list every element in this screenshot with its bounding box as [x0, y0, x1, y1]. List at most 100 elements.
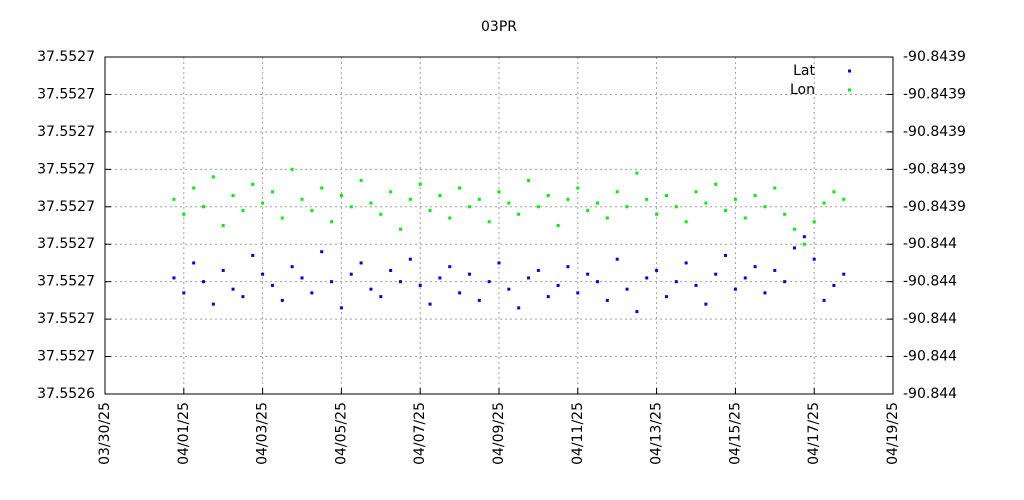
- point: [517, 212, 521, 216]
- point: [763, 291, 767, 295]
- point: [812, 220, 816, 224]
- point: [497, 190, 501, 194]
- x-tick-label: 04/15/25: [727, 402, 743, 465]
- point: [458, 186, 462, 190]
- point: [635, 310, 639, 314]
- x-tick-label: 04/13/25: [649, 402, 665, 465]
- y2-tick-label: -90.8439: [903, 49, 966, 65]
- x-tick-label: 04/07/25: [412, 402, 428, 465]
- point: [192, 261, 196, 265]
- y-tick-label: 37.5527: [37, 349, 95, 365]
- point: [477, 197, 481, 201]
- point: [743, 216, 747, 220]
- point: [231, 194, 235, 198]
- y2-tick-label: -90.844: [903, 274, 957, 290]
- point: [310, 291, 314, 295]
- point: [793, 227, 796, 231]
- point: [793, 246, 796, 250]
- point: [359, 261, 363, 265]
- point: [507, 287, 511, 291]
- point: [743, 276, 747, 280]
- point: [408, 257, 412, 261]
- point: [684, 261, 688, 265]
- point: [704, 302, 708, 306]
- point: [684, 220, 688, 224]
- point: [645, 276, 649, 280]
- point: [694, 283, 698, 287]
- point: [546, 295, 550, 299]
- point: [655, 268, 659, 272]
- point: [527, 179, 531, 183]
- point: [733, 287, 737, 291]
- point: [842, 272, 846, 276]
- point: [211, 175, 215, 179]
- y2-tick-label: -90.844: [903, 311, 957, 327]
- point: [664, 194, 668, 198]
- y2-tick-label: -90.8439: [903, 124, 966, 140]
- point: [300, 197, 304, 201]
- point: [182, 212, 186, 216]
- point: [172, 276, 176, 280]
- point: [399, 227, 402, 231]
- point: [724, 209, 728, 213]
- point: [802, 242, 806, 246]
- point: [625, 287, 629, 291]
- point: [369, 201, 373, 205]
- legend-marker: [848, 88, 851, 92]
- plot-frame: [104, 56, 894, 395]
- point: [507, 201, 511, 205]
- point: [832, 283, 836, 287]
- point: [566, 197, 570, 201]
- x-tick-label: 04/01/25: [176, 402, 192, 465]
- x-tick-label: 04/17/25: [806, 402, 822, 465]
- point: [438, 276, 442, 280]
- point: [596, 280, 599, 284]
- y-tick-label: 37.5527: [37, 86, 95, 102]
- chart-title: 03PR: [481, 19, 517, 35]
- point: [576, 291, 580, 295]
- point: [536, 268, 540, 272]
- point: [566, 265, 570, 269]
- point: [517, 306, 521, 310]
- y-tick-label: 37.5527: [37, 274, 95, 290]
- point: [438, 194, 442, 198]
- point: [724, 253, 728, 257]
- point: [251, 253, 255, 257]
- y2-tick-label: -90.8439: [903, 199, 966, 215]
- y-tick-label: 37.5526: [37, 386, 95, 402]
- point: [802, 235, 806, 239]
- point: [261, 201, 265, 205]
- point: [339, 194, 343, 198]
- x-tick-label: 04/09/25: [491, 402, 507, 465]
- point: [290, 167, 294, 171]
- y-tick-label: 37.5527: [37, 199, 95, 215]
- legend-label: Lon: [790, 82, 815, 98]
- legend-label: Lat: [793, 63, 815, 79]
- point: [428, 302, 432, 306]
- point: [231, 287, 235, 291]
- point: [487, 220, 491, 224]
- point: [822, 298, 826, 302]
- point: [645, 197, 649, 201]
- point: [773, 268, 777, 272]
- point: [359, 179, 363, 183]
- point: [674, 205, 678, 209]
- point: [812, 257, 816, 261]
- point: [320, 250, 324, 254]
- y-tick-label: 37.5527: [37, 236, 95, 252]
- point: [763, 205, 767, 209]
- point: [182, 291, 186, 295]
- point: [467, 272, 471, 276]
- x-tick-label: 04/11/25: [570, 402, 586, 465]
- point: [546, 194, 550, 198]
- point: [339, 306, 343, 310]
- point: [310, 209, 314, 213]
- point: [467, 205, 471, 209]
- point: [497, 261, 501, 265]
- y2-tick-label: -90.844: [903, 236, 957, 252]
- point: [605, 298, 609, 302]
- point: [753, 265, 757, 269]
- point: [527, 276, 531, 280]
- point: [221, 268, 225, 272]
